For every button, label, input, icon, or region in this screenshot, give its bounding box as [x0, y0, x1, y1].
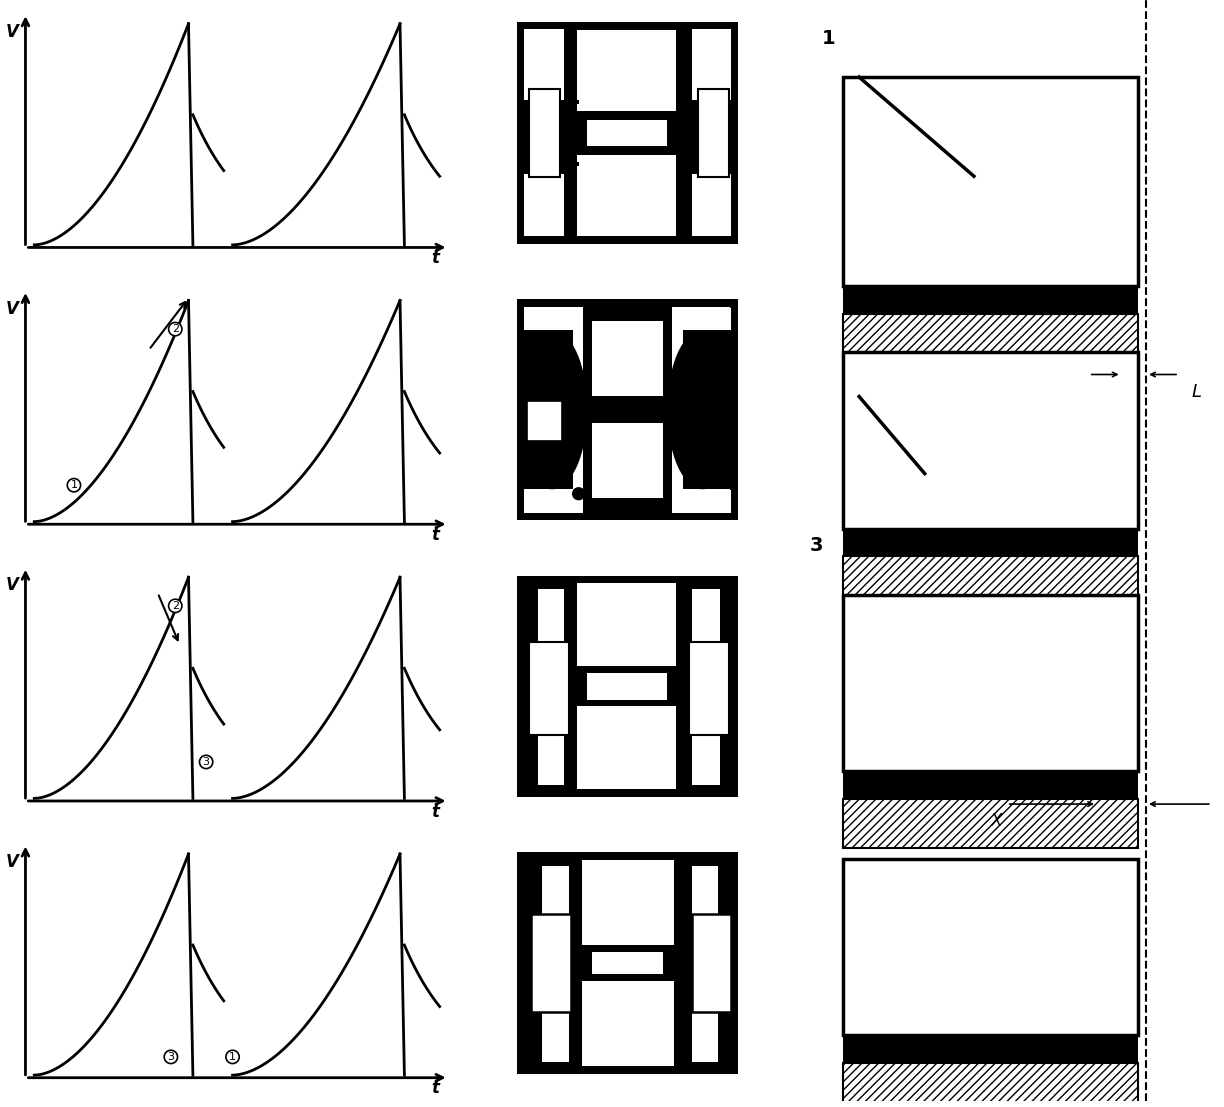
- Bar: [542, 982, 569, 1062]
- Bar: [673, 860, 732, 1066]
- Text: 3: 3: [810, 536, 824, 555]
- Bar: [579, 583, 676, 789]
- Text: 2: 2: [171, 601, 179, 611]
- Bar: [676, 583, 732, 789]
- Bar: [843, 352, 1138, 529]
- Bar: [524, 308, 573, 330]
- Bar: [692, 174, 732, 236]
- Bar: [524, 666, 731, 706]
- Text: t: t: [431, 803, 439, 820]
- Text: t: t: [431, 526, 439, 544]
- Bar: [692, 705, 720, 785]
- Ellipse shape: [667, 330, 738, 489]
- Bar: [524, 583, 578, 789]
- Bar: [524, 174, 564, 236]
- Text: 2: 2: [171, 324, 179, 334]
- Bar: [676, 162, 689, 166]
- Text: V: V: [6, 23, 18, 41]
- Bar: [565, 100, 579, 104]
- Bar: [683, 330, 732, 489]
- Bar: [531, 914, 570, 1012]
- Text: 3: 3: [168, 1052, 174, 1062]
- Bar: [524, 860, 581, 1066]
- Bar: [683, 490, 732, 513]
- Bar: [579, 666, 676, 706]
- Ellipse shape: [517, 330, 588, 489]
- Bar: [588, 673, 667, 700]
- Bar: [843, 859, 1138, 1035]
- Bar: [692, 589, 720, 660]
- Text: 1: 1: [229, 1052, 236, 1062]
- Bar: [698, 89, 730, 177]
- Bar: [843, 556, 1138, 606]
- Bar: [579, 30, 676, 236]
- Bar: [843, 770, 1138, 798]
- Bar: [583, 307, 672, 513]
- Text: t: t: [431, 249, 439, 267]
- Bar: [843, 77, 1138, 287]
- Bar: [524, 945, 731, 981]
- Bar: [588, 120, 667, 146]
- Text: 1: 1: [71, 480, 77, 490]
- Bar: [526, 401, 562, 441]
- Bar: [529, 642, 569, 735]
- Bar: [583, 860, 672, 1066]
- Bar: [843, 594, 1138, 770]
- Bar: [565, 162, 579, 166]
- Bar: [843, 529, 1138, 556]
- Bar: [592, 321, 662, 498]
- Bar: [843, 287, 1138, 314]
- Bar: [524, 490, 573, 513]
- Circle shape: [572, 487, 585, 500]
- Bar: [843, 1063, 1138, 1107]
- Text: V: V: [6, 853, 18, 871]
- Bar: [676, 30, 732, 236]
- Bar: [537, 589, 564, 660]
- Bar: [692, 982, 718, 1062]
- Bar: [529, 89, 559, 177]
- Bar: [579, 111, 676, 155]
- Bar: [592, 396, 662, 423]
- Bar: [692, 29, 732, 100]
- Bar: [676, 100, 689, 104]
- Text: L: L: [1191, 383, 1201, 401]
- Bar: [692, 866, 718, 937]
- Bar: [583, 945, 672, 981]
- Text: X: X: [990, 813, 1001, 830]
- Bar: [689, 642, 730, 735]
- Text: t: t: [431, 1079, 439, 1097]
- Bar: [592, 952, 662, 974]
- Bar: [843, 314, 1138, 363]
- Bar: [542, 866, 569, 937]
- Text: 3: 3: [203, 757, 209, 767]
- Bar: [843, 798, 1138, 848]
- Bar: [524, 29, 564, 100]
- Bar: [524, 330, 573, 489]
- Text: 1: 1: [823, 29, 836, 48]
- Bar: [537, 705, 564, 785]
- Bar: [524, 30, 578, 236]
- Bar: [692, 914, 732, 1012]
- Bar: [843, 1035, 1138, 1063]
- Bar: [524, 111, 731, 155]
- Text: V: V: [6, 300, 18, 318]
- Text: V: V: [6, 577, 18, 594]
- Bar: [683, 308, 732, 330]
